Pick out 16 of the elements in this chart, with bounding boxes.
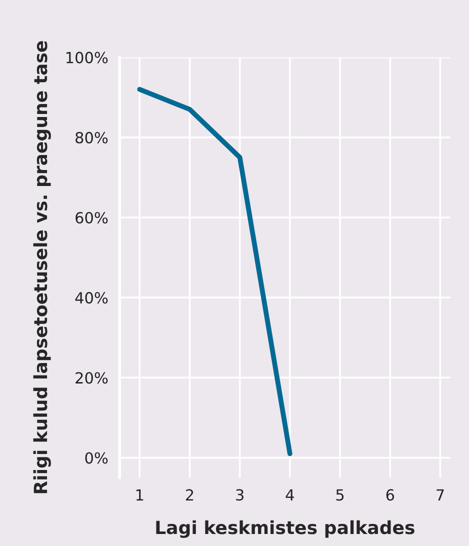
x-axis-title: Lagi keskmistes palkades [156,520,414,538]
y-tick-label: 0% [85,452,108,464]
x-tick-label: 1 [136,489,144,500]
y-tick-label: 20% [76,372,108,384]
y-tick-label: 40% [75,292,108,304]
x-tick-label: 3 [236,489,244,501]
y-tick-label: 60% [76,212,108,224]
x-tick-label: 4 [286,489,294,500]
line-series [137,86,292,456]
y-axis-title: Riigi kulud lapsetoetusele vs. praegune tase [33,41,51,494]
x-tick-label: 2 [186,489,194,500]
x-tick-label: 7 [436,489,444,500]
y-tick-label: 100% [66,52,108,64]
x-tick-label: 6 [386,489,394,501]
y-tick-label: 80% [76,132,108,144]
x-tick-label: 5 [336,489,344,501]
